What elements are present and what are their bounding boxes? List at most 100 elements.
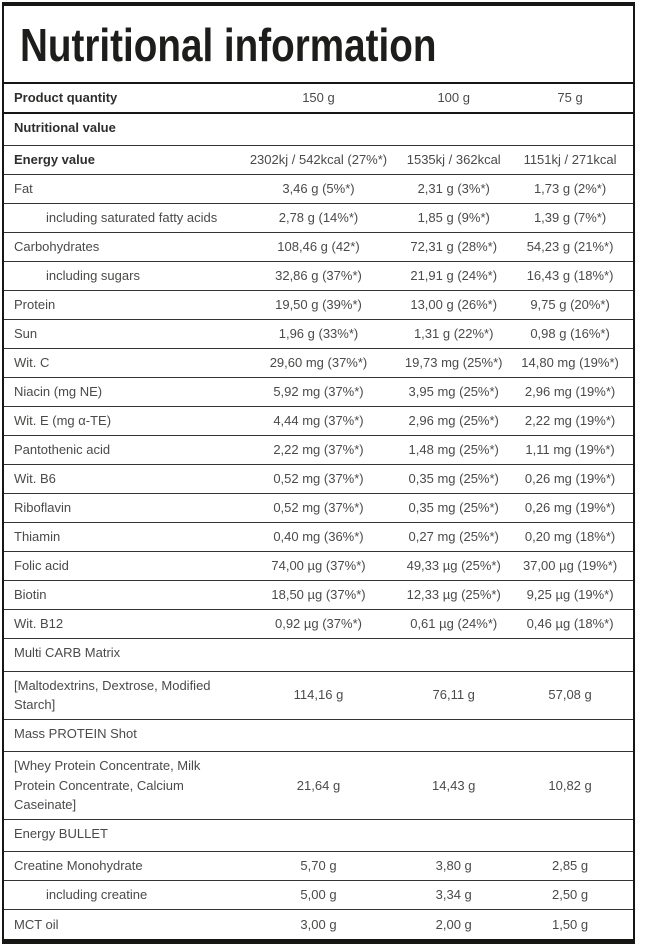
row-label: Wit. C — [14, 355, 50, 371]
row-value-150g: 21,64 g — [296, 777, 341, 793]
row-value-75g: 2,22 mg (19%*) — [524, 413, 616, 429]
row-value-150g: 5,70 g — [300, 858, 337, 874]
row-value-150g: 0,52 mg (37%*) — [273, 500, 364, 516]
row-value-150g — [4, 141, 237, 145]
row-label: Sun — [14, 326, 38, 342]
table-title-bar: Nutritional information — [4, 6, 633, 84]
row-label: Wit. E (mg α-TE) — [14, 413, 112, 429]
row-value-150g: 2,78 g (14%*) — [278, 210, 359, 226]
row-label: Thiamin — [14, 529, 61, 545]
row-value-150g: 5,92 mg (37%*) — [273, 384, 364, 400]
table-row: Thiamin 0,40 mg (36%*) 0,27 mg (25%*) 0,… — [4, 523, 633, 553]
row-value-75g: 1,73 g (2%*) — [533, 181, 607, 197]
row-value-150g: 29,60 mg (37%*) — [269, 355, 368, 371]
row-value-75g: 37,00 µg (19%*) — [522, 558, 618, 574]
row-value-100g — [237, 747, 401, 751]
table-row: Creatine Monohydrate 5,70 g 3,80 g 2,85 … — [4, 852, 633, 882]
row-value-75g: 0,26 mg (19%*) — [524, 500, 616, 516]
row-value-150g: 32,86 g (37%*) — [275, 268, 362, 284]
row-value-75g: 0,26 mg (19%*) — [524, 471, 616, 487]
table-row: Sun 1,96 g (33%*) 1,31 g (22%*) 0,98 g (… — [4, 320, 633, 350]
row-value-75g — [400, 747, 507, 751]
row-label: Multi CARB Matrix — [14, 645, 121, 661]
row-value-100g: 14,43 g — [432, 777, 476, 793]
row-value-75g — [400, 141, 507, 145]
row-value-100g: 3,34 g — [435, 887, 472, 903]
row-value-150g: 2,22 mg (37%*) — [273, 442, 364, 458]
row-label: including saturated fatty acids — [46, 210, 218, 226]
nutrition-table: Nutritional information Product quantity… — [2, 2, 635, 944]
table-row: [Whey Protein Concentrate, Milk Protein … — [4, 752, 633, 820]
row-value-100g: 2,31 g (3%*) — [417, 181, 490, 197]
table-row: Nutritional value — [4, 114, 633, 147]
row-label: Carbohydrates — [14, 239, 100, 255]
row-value-100g: 12,33 µg (25%*) — [406, 587, 501, 603]
row-value-100g: 2,00 g — [435, 916, 472, 932]
table-row: Wit. E (mg α-TE) 4,44 mg (37%*) 2,96 mg … — [4, 407, 633, 437]
row-value-150g: 5,00 g — [300, 887, 337, 903]
row-value-75g: 9,75 g (20%*) — [530, 297, 610, 313]
row-label: Energy value — [14, 152, 95, 168]
table-row: Biotin 18,50 µg (37%*) 12,33 µg (25%*) 9… — [4, 581, 633, 611]
row-value-75g: 16,43 g (18%*) — [526, 268, 614, 284]
row-value-150g: 0,40 mg (36%*) — [273, 529, 364, 545]
row-label: Niacin (mg NE) — [14, 384, 103, 400]
table-row: including saturated fatty acids 2,78 g (… — [4, 204, 633, 234]
row-value-100g: 2,96 mg (25%*) — [408, 413, 499, 429]
row-label: Riboflavin — [14, 500, 72, 516]
row-label: Pantothenic acid — [14, 442, 111, 458]
row-value-150g — [4, 667, 237, 671]
row-value-75g: 1,50 g — [551, 916, 589, 932]
table-row: Multi CARB Matrix — [4, 639, 633, 672]
table-row: Carbohydrates 108,46 g (42*) 72,31 g (28… — [4, 233, 633, 263]
table-row: Fat 3,46 g (5%*) 2,31 g (3%*) 1,73 g (2%… — [4, 175, 633, 205]
table-row: [Maltodextrins, Dextrose, Modified Starc… — [4, 672, 633, 720]
row-value-100g — [237, 847, 401, 851]
row-value-100g: 19,73 mg (25%*) — [404, 355, 503, 371]
row-label: including sugars — [46, 268, 140, 284]
product-quantity-label: Product quantity — [14, 89, 118, 105]
row-value-100g: 1535kj / 362kcal — [406, 152, 501, 168]
table-row: Wit. B12 0,92 µg (37%*) 0,61 µg (24%*) 0… — [4, 610, 633, 640]
row-value-75g: 1,39 g (7%*) — [533, 210, 607, 226]
row-value-100g: 0,27 mg (25%*) — [408, 529, 499, 545]
row-value-75g: 9,25 µg (19%*) — [526, 587, 614, 603]
row-value-100g: 1,48 mg (25%*) — [408, 442, 499, 458]
table-row: Mass PROTEIN Shot — [4, 720, 633, 753]
row-label: [Maltodextrins, Dextrose, Modified Starc… — [14, 677, 211, 713]
quantity-column-3: 75 g — [557, 89, 583, 105]
row-value-150g: 0,52 mg (37%*) — [273, 471, 364, 487]
table-row: Wit. C 29,60 mg (37%*) 19,73 mg (25%*) 1… — [4, 349, 633, 379]
row-value-150g: 74,00 µg (37%*) — [271, 558, 366, 574]
table-row: including sugars 32,86 g (37%*) 21,91 g … — [4, 262, 633, 292]
table-row: including creatine 5,00 g 3,34 g 2,50 g — [4, 881, 633, 911]
row-value-100g: 1,31 g (22%*) — [413, 326, 494, 342]
row-value-100g: 0,35 mg (25%*) — [408, 471, 499, 487]
table-row: Energy value 2302kj / 542kcal (27%*) 153… — [4, 146, 633, 176]
table-row: Niacin (mg NE) 5,92 mg (37%*) 3,95 mg (2… — [4, 378, 633, 408]
row-label: including creatine — [46, 887, 148, 903]
row-value-150g: 19,50 g (39%*) — [275, 297, 362, 313]
row-value-75g: 10,82 g — [548, 777, 592, 793]
quantity-column-1: 150 g — [302, 89, 335, 105]
row-label: Creatine Monohydrate — [14, 858, 143, 874]
table-row: Pantothenic acid 2,22 mg (37%*) 1,48 mg … — [4, 436, 633, 466]
row-value-100g — [237, 141, 401, 145]
row-value-100g — [237, 667, 401, 671]
row-label: Protein — [14, 297, 56, 313]
table-row: Wit. B6 0,52 mg (37%*) 0,35 mg (25%*) 0,… — [4, 465, 633, 495]
row-value-150g: 1,96 g (33%*) — [278, 326, 359, 342]
row-value-150g: 0,92 µg (37%*) — [274, 616, 362, 632]
row-value-75g: 0,46 µg (18%*) — [526, 616, 614, 632]
row-value-75g: 2,50 g — [551, 887, 589, 903]
row-value-75g: 57,08 g — [548, 687, 592, 703]
row-value-150g: 4,44 mg (37%*) — [273, 413, 364, 429]
row-value-150g — [4, 747, 237, 751]
row-label: Folic acid — [14, 558, 69, 574]
row-value-100g: 3,95 mg (25%*) — [408, 384, 499, 400]
page-title: Nutritional information — [20, 19, 437, 71]
row-value-75g: 1,11 mg (19%*) — [525, 442, 615, 458]
table-row: Folic acid 74,00 µg (37%*) 49,33 µg (25%… — [4, 552, 633, 582]
row-label: Biotin — [14, 587, 47, 603]
row-value-100g: 0,35 mg (25%*) — [408, 500, 499, 516]
